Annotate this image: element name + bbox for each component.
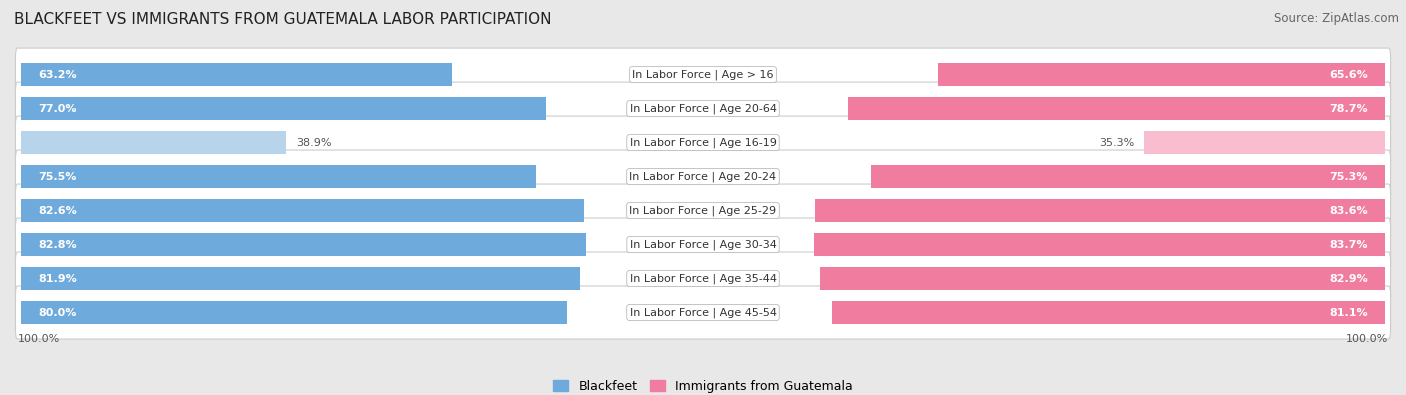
- Text: 100.0%: 100.0%: [17, 334, 59, 344]
- Bar: [21, 267, 579, 290]
- Text: In Labor Force | Age 16-19: In Labor Force | Age 16-19: [630, 137, 776, 148]
- Text: 82.8%: 82.8%: [38, 239, 76, 250]
- FancyBboxPatch shape: [15, 150, 1391, 203]
- Text: In Labor Force | Age 30-34: In Labor Force | Age 30-34: [630, 239, 776, 250]
- Text: 83.6%: 83.6%: [1330, 205, 1368, 216]
- Bar: [815, 199, 1385, 222]
- Text: Source: ZipAtlas.com: Source: ZipAtlas.com: [1274, 12, 1399, 25]
- Bar: [21, 199, 585, 222]
- Bar: [21, 63, 451, 86]
- Text: 81.9%: 81.9%: [38, 273, 77, 284]
- Text: In Labor Force | Age 45-54: In Labor Force | Age 45-54: [630, 307, 776, 318]
- Bar: [21, 301, 567, 324]
- Legend: Blackfeet, Immigrants from Guatemala: Blackfeet, Immigrants from Guatemala: [548, 375, 858, 395]
- Text: 35.3%: 35.3%: [1099, 137, 1135, 148]
- Text: In Labor Force | Age > 16: In Labor Force | Age > 16: [633, 70, 773, 80]
- Bar: [21, 165, 536, 188]
- FancyBboxPatch shape: [15, 184, 1391, 237]
- Bar: [21, 233, 586, 256]
- Text: 63.2%: 63.2%: [38, 70, 76, 79]
- Text: In Labor Force | Age 25-29: In Labor Force | Age 25-29: [630, 205, 776, 216]
- FancyBboxPatch shape: [15, 116, 1391, 169]
- Text: 77.0%: 77.0%: [38, 103, 76, 114]
- Text: 82.9%: 82.9%: [1329, 273, 1368, 284]
- Text: 75.3%: 75.3%: [1330, 171, 1368, 182]
- Text: 78.7%: 78.7%: [1330, 103, 1368, 114]
- Text: 38.9%: 38.9%: [297, 137, 332, 148]
- FancyBboxPatch shape: [15, 218, 1391, 271]
- Text: 81.1%: 81.1%: [1330, 308, 1368, 318]
- Text: 80.0%: 80.0%: [38, 308, 76, 318]
- Bar: [832, 301, 1385, 324]
- Bar: [848, 97, 1385, 120]
- Text: BLACKFEET VS IMMIGRANTS FROM GUATEMALA LABOR PARTICIPATION: BLACKFEET VS IMMIGRANTS FROM GUATEMALA L…: [14, 12, 551, 27]
- Bar: [872, 165, 1385, 188]
- FancyBboxPatch shape: [15, 252, 1391, 305]
- FancyBboxPatch shape: [15, 286, 1391, 339]
- Bar: [21, 97, 546, 120]
- Text: 75.5%: 75.5%: [38, 171, 76, 182]
- FancyBboxPatch shape: [15, 82, 1391, 135]
- Bar: [1144, 131, 1385, 154]
- Text: 100.0%: 100.0%: [1347, 334, 1389, 344]
- Bar: [21, 131, 287, 154]
- Text: 83.7%: 83.7%: [1330, 239, 1368, 250]
- Bar: [938, 63, 1385, 86]
- Text: In Labor Force | Age 20-24: In Labor Force | Age 20-24: [630, 171, 776, 182]
- FancyBboxPatch shape: [15, 48, 1391, 101]
- Bar: [814, 233, 1385, 256]
- Text: 65.6%: 65.6%: [1329, 70, 1368, 79]
- Bar: [820, 267, 1385, 290]
- Text: In Labor Force | Age 20-64: In Labor Force | Age 20-64: [630, 103, 776, 114]
- Text: In Labor Force | Age 35-44: In Labor Force | Age 35-44: [630, 273, 776, 284]
- Text: 82.6%: 82.6%: [38, 205, 77, 216]
